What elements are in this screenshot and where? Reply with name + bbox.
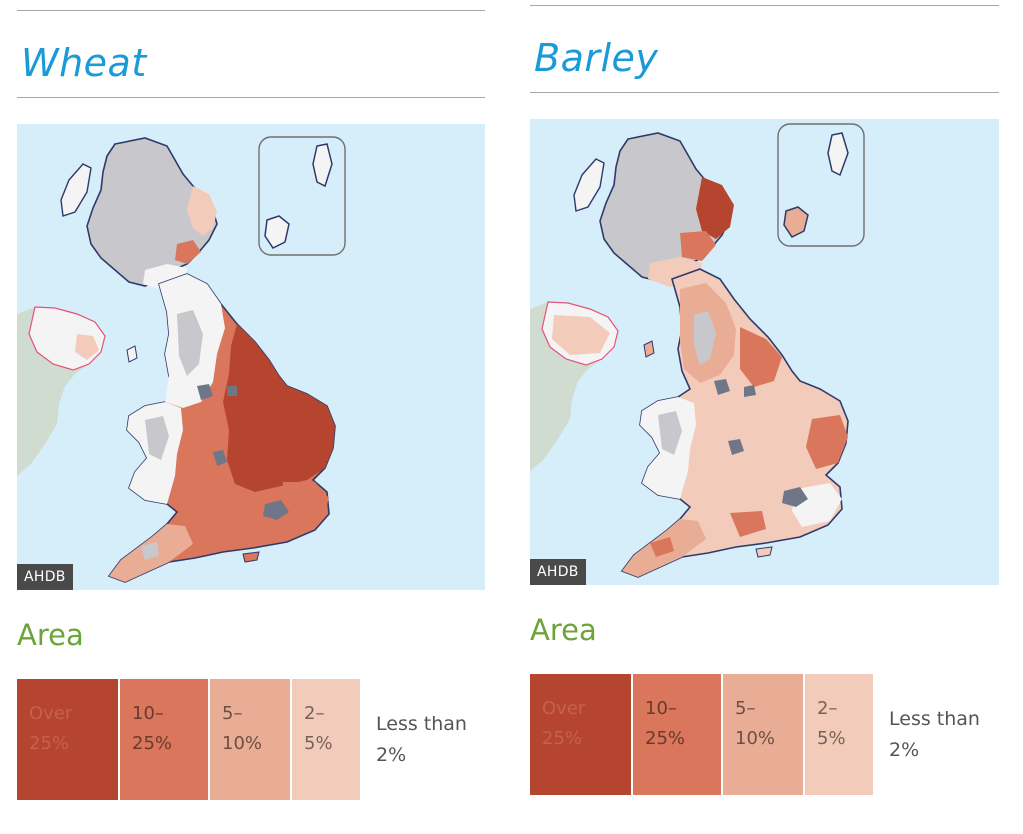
- wales-upland: [145, 416, 169, 460]
- devon-upland: [141, 542, 159, 560]
- legend-swatch-5-10: 5–10%: [210, 679, 292, 800]
- yorkshire-medium: [740, 327, 782, 387]
- wheat-map: AHDB: [17, 124, 485, 590]
- legend-less-than-2: Less than 2%: [376, 713, 467, 766]
- isle-of-man: [126, 345, 138, 363]
- east-england-medium: [281, 482, 329, 528]
- urban-area-manchester: [197, 384, 213, 400]
- legend-label: 5–10%: [222, 703, 263, 754]
- devon-medium: [650, 537, 674, 557]
- barley-map-graphic: [530, 123, 865, 578]
- top-divider: [17, 10, 485, 11]
- barley-panel: Barley: [530, 0, 999, 795]
- pennines-upland: [177, 310, 203, 376]
- western-isles: [60, 163, 92, 217]
- orkney-islands: [783, 206, 809, 238]
- area-legend: Over 25% 10–25% 5–10% 2–5% Less than 2%: [17, 679, 485, 800]
- scotland-fife-arable: [175, 240, 201, 264]
- scotland-east-arable: [187, 186, 217, 236]
- legend-label: 2–5%: [304, 703, 333, 754]
- title-divider: [530, 92, 999, 93]
- islands-inset-frame: [777, 123, 865, 247]
- legend-label: Over 25%: [542, 698, 586, 749]
- area-heading: Area: [17, 618, 84, 652]
- scotland-east-high: [696, 177, 734, 239]
- urban-area-leeds: [227, 386, 237, 396]
- northern-ireland-arable: [75, 334, 99, 360]
- area-legend: Over 25% 10–25% 5–10% 2–5% Less than 2%: [530, 674, 999, 795]
- barley-map: AHDB: [530, 119, 999, 585]
- legend-label: 2–5%: [817, 698, 846, 749]
- legend-swatch-2-5: 2–5%: [292, 679, 362, 800]
- shetland-islands: [827, 132, 849, 177]
- shetland-islands: [312, 143, 333, 188]
- western-isles: [573, 158, 605, 212]
- legend-swatch-5-10: 5–10%: [723, 674, 805, 795]
- northern-ireland-arable: [552, 315, 610, 355]
- pennines-upland: [694, 311, 716, 365]
- scotland-fife-arable: [680, 231, 716, 261]
- legend-label: 5–10%: [735, 698, 776, 749]
- legend-swatch-over-25: Over 25%: [17, 679, 120, 800]
- urban-area-birmingham: [728, 439, 744, 455]
- wheat-map-graphic: [17, 136, 346, 583]
- urban-area-london: [263, 500, 289, 520]
- east-anglia-medium: [806, 415, 848, 469]
- legend-swatch-10-25: 10–25%: [633, 674, 723, 795]
- urban-area-manchester: [714, 379, 730, 395]
- isle-of-wight: [755, 546, 773, 558]
- isle-of-wight: [242, 551, 260, 563]
- east-england-high: [223, 324, 335, 492]
- ahdb-badge: AHDB: [17, 564, 73, 590]
- wales-upland: [658, 411, 682, 455]
- south-medium: [730, 511, 766, 537]
- panel-title: Wheat: [21, 41, 147, 85]
- orkney-islands: [264, 215, 290, 249]
- islands-inset-frame: [258, 136, 346, 256]
- legend-label: 10–25%: [645, 698, 686, 749]
- urban-area-leeds: [744, 385, 756, 397]
- legend-label: Over 25%: [29, 703, 73, 754]
- panel-title: Barley: [534, 36, 659, 80]
- legend-label: 10–25%: [132, 703, 173, 754]
- legend-swatch-over-25: Over 25%: [530, 674, 633, 795]
- urban-area-birmingham: [213, 450, 227, 466]
- urban-area-london: [782, 487, 808, 507]
- isle-of-man: [643, 340, 655, 358]
- legend-less-than-2: Less than 2%: [889, 708, 980, 761]
- wheat-panel: Wheat: [17, 0, 485, 800]
- legend-swatch-2-5: 2–5%: [805, 674, 875, 795]
- top-divider: [530, 5, 999, 6]
- title-divider: [17, 97, 485, 98]
- legend-swatch-10-25: 10–25%: [120, 679, 210, 800]
- area-heading: Area: [530, 613, 597, 647]
- ahdb-badge: AHDB: [530, 559, 586, 585]
